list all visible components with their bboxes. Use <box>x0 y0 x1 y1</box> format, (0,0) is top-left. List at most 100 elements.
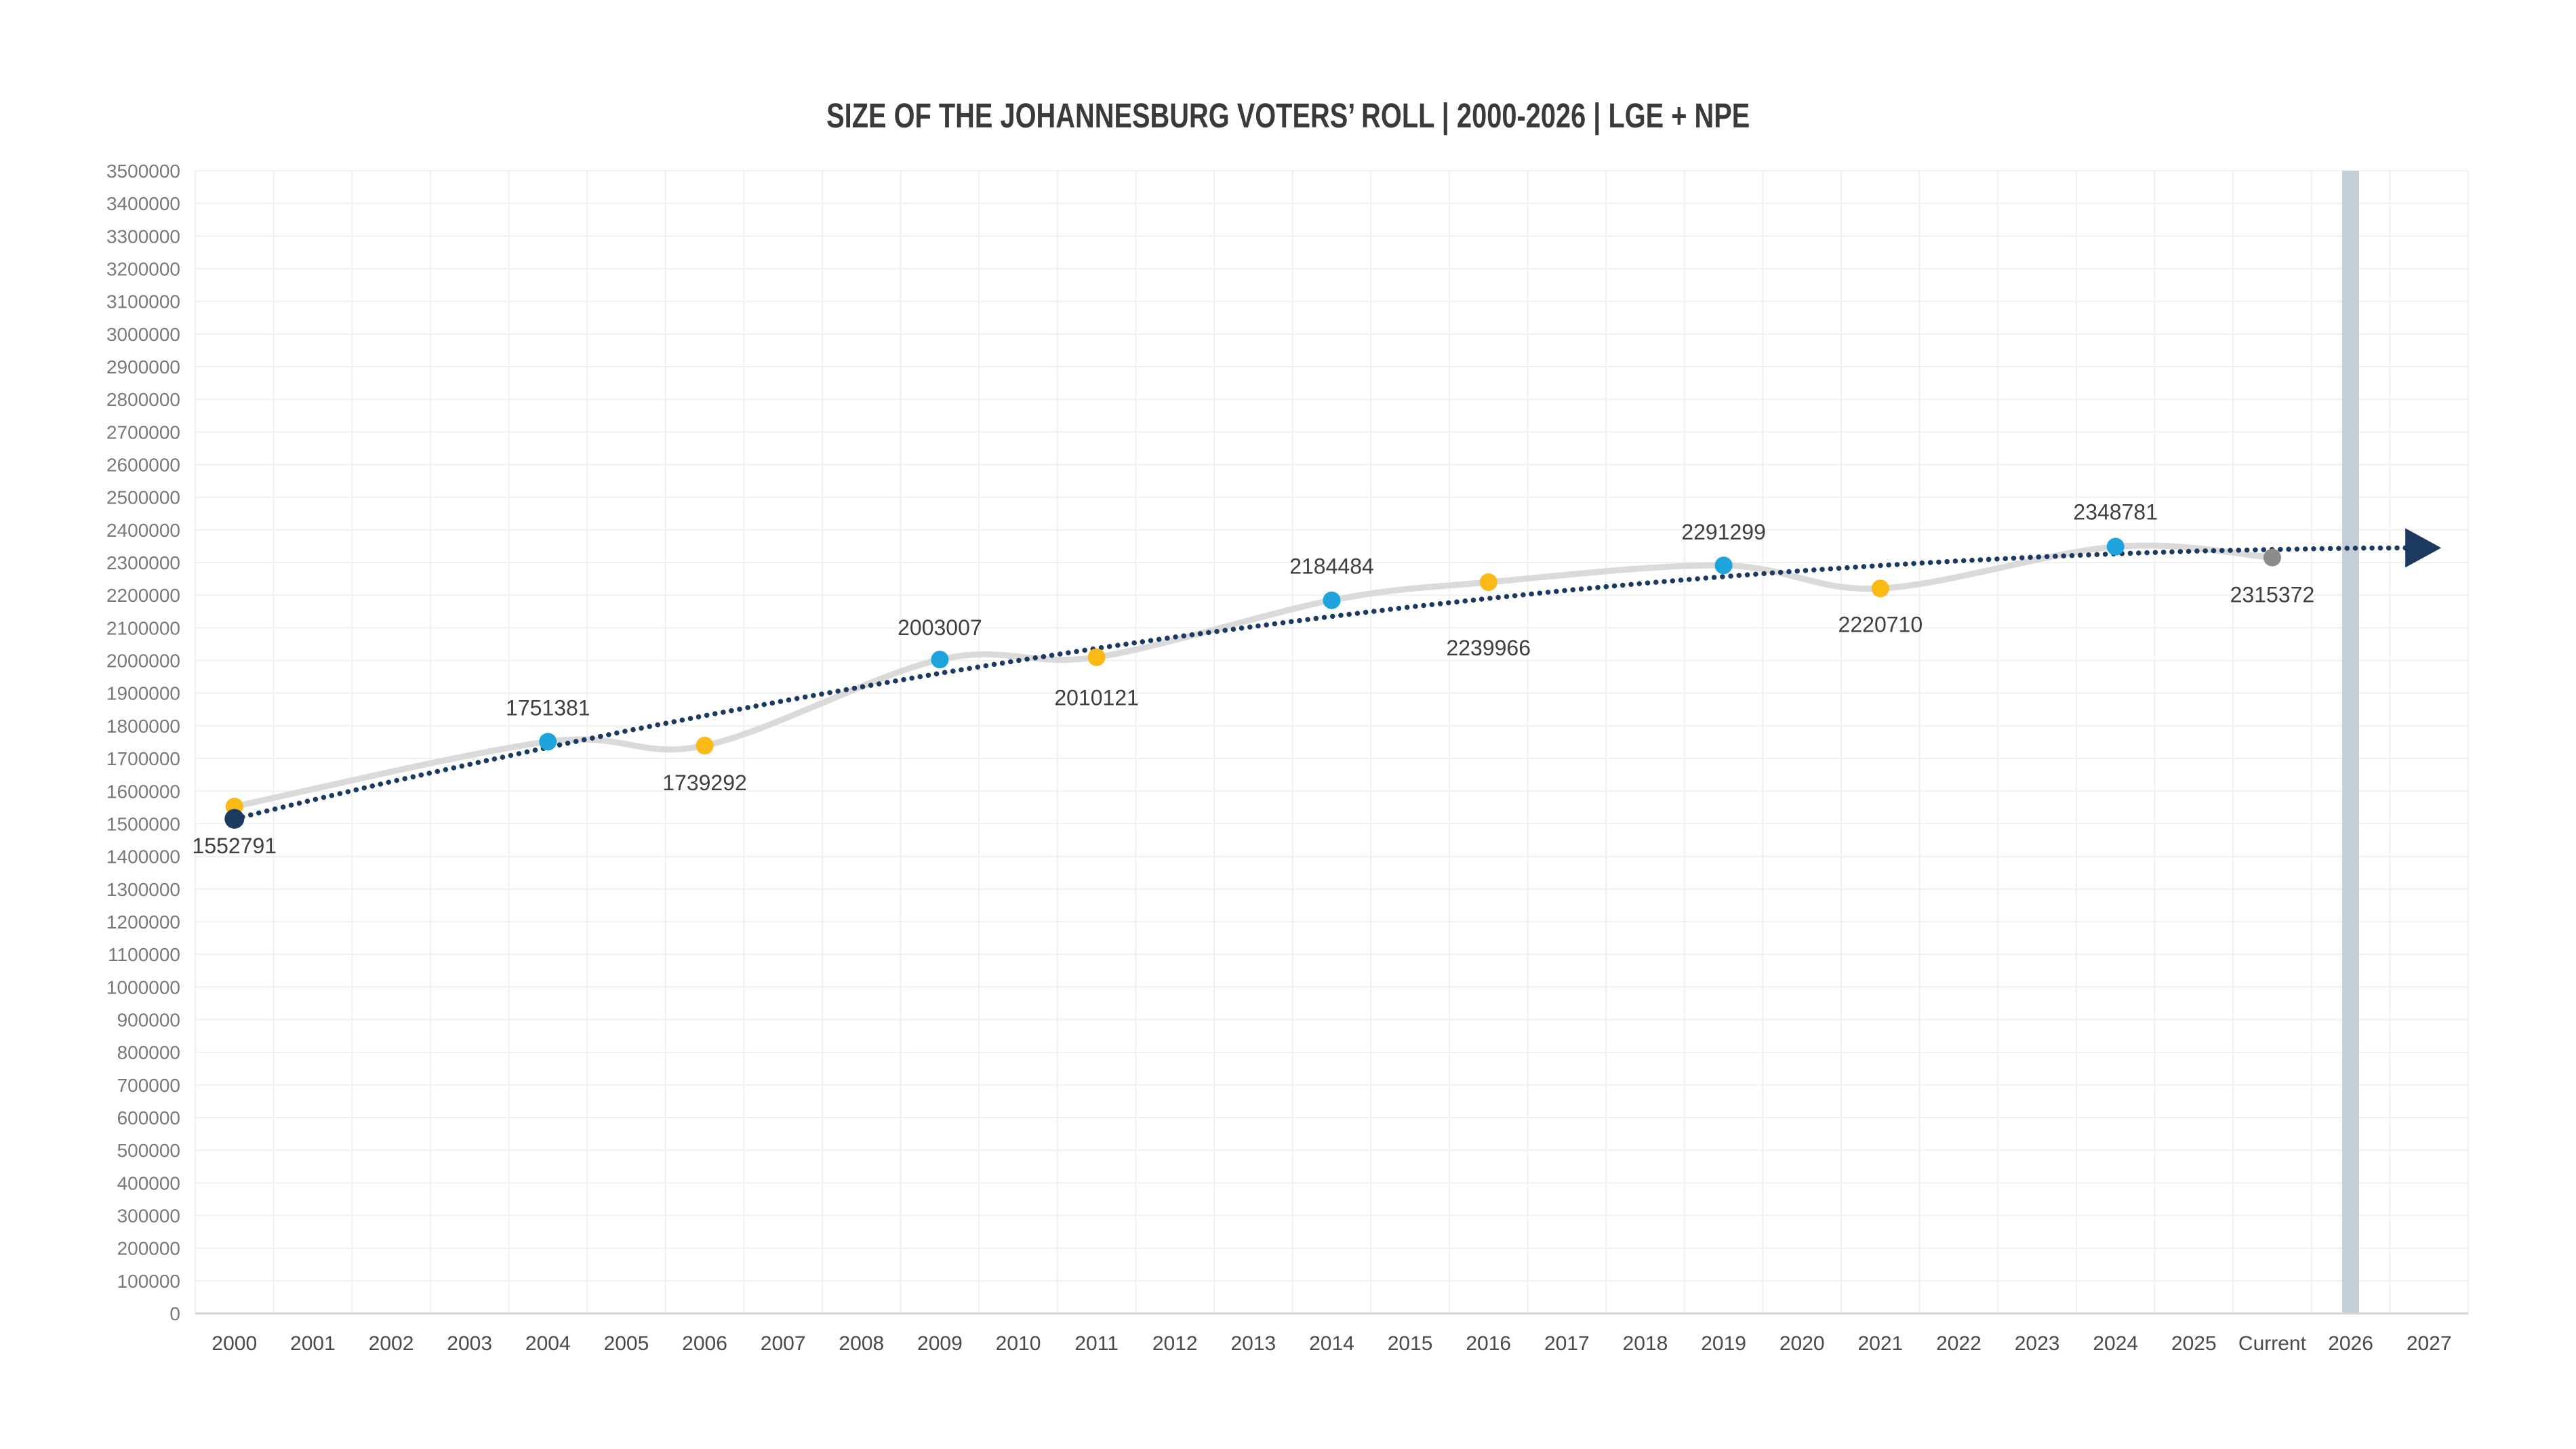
x-tick-label-2017: 2017 <box>1544 1332 1590 1355</box>
x-tick-label-2001: 2001 <box>290 1332 336 1355</box>
y-tick-label: 0 <box>169 1303 180 1324</box>
y-tick-label: 3100000 <box>106 291 180 312</box>
x-tick-label-2011: 2011 <box>1074 1332 1119 1355</box>
y-tick-label: 800000 <box>117 1042 180 1063</box>
x-tick-label-2022: 2022 <box>1936 1332 1981 1355</box>
trendline-dotted <box>232 545 2411 821</box>
x-tick-label-current: Current <box>2238 1332 2307 1355</box>
y-tick-label: 1800000 <box>106 716 180 737</box>
x-tick-label-2008: 2008 <box>839 1332 884 1355</box>
y-tick-label: 3200000 <box>106 259 180 280</box>
y-tick-label: 3000000 <box>106 324 180 345</box>
y-tick-label: 500000 <box>117 1140 180 1161</box>
data-label-2014: 2184484 <box>1289 554 1374 579</box>
data-label-2019: 2291299 <box>1681 520 1766 544</box>
vertical-gridlines <box>195 171 2469 1313</box>
data-point-2019 <box>1714 556 1733 575</box>
x-tick-label-2023: 2023 <box>2015 1332 2060 1355</box>
x-tick-label-2002: 2002 <box>369 1332 414 1355</box>
x-tick-label-2025: 2025 <box>2171 1332 2217 1355</box>
y-tick-label: 2500000 <box>106 487 180 508</box>
x-tick-label-2016: 2016 <box>1466 1332 1511 1355</box>
x-axis-labels: 2000 2001 2002 2003 2004 2005 2006 2007 2008 2009… <box>212 1332 2451 1355</box>
y-tick-label: 1600000 <box>106 781 180 802</box>
x-tick-label-2015: 2015 <box>1388 1332 1433 1355</box>
data-point-current <box>2263 548 2281 567</box>
x-tick-label-2013: 2013 <box>1231 1332 1276 1355</box>
y-tick-label: 1100000 <box>108 944 180 965</box>
y-tick-label: 900000 <box>117 1009 180 1030</box>
y-tick-label: 1000000 <box>106 977 180 998</box>
y-tick-label: 100000 <box>117 1271 180 1292</box>
x-tick-label-2019: 2019 <box>1701 1332 1746 1355</box>
x-tick-label-2007: 2007 <box>761 1332 806 1355</box>
y-tick-label: 1300000 <box>106 879 180 900</box>
data-labels: 1552791 1751381 1739292 2003007 2010121 21844… <box>193 500 2315 858</box>
page-title: SIZE OF THE JOHANNESBURG VOTERS’ ROLL | … <box>0 96 2576 136</box>
y-tick-label: 1700000 <box>106 748 180 769</box>
x-tick-label-2012: 2012 <box>1152 1332 1198 1355</box>
data-label-2000: 1552791 <box>193 834 277 858</box>
y-tick-label: 1500000 <box>106 813 180 834</box>
y-tick-label: 2100000 <box>106 617 180 638</box>
x-tick-label-2009: 2009 <box>917 1332 963 1355</box>
y-tick-label: 600000 <box>117 1107 180 1128</box>
y-tick-label: 3400000 <box>106 193 180 214</box>
y-tick-label: 1900000 <box>106 683 180 704</box>
y-tick-label: 2200000 <box>106 585 180 606</box>
data-label-2006: 1739292 <box>662 771 747 795</box>
x-tick-label-2003: 2003 <box>447 1332 492 1355</box>
data-label-2009: 2003007 <box>898 615 982 640</box>
x-tick-label-2021: 2021 <box>1857 1332 1903 1355</box>
data-label-2024: 2348781 <box>2073 500 2158 525</box>
x-tick-label-2000: 2000 <box>212 1332 257 1355</box>
x-tick-label-2018: 2018 <box>1623 1332 1668 1355</box>
y-tick-label: 3300000 <box>106 226 180 247</box>
chart-title-text: SIZE OF THE JOHANNESBURG VOTERS’ ROLL | … <box>826 96 1750 135</box>
y-tick-label: 200000 <box>117 1238 180 1259</box>
x-tick-label-2027: 2027 <box>2407 1332 2452 1355</box>
y-tick-label: 400000 <box>117 1172 180 1193</box>
data-label-2011: 2010121 <box>1054 686 1139 710</box>
y-tick-label: 2000000 <box>106 651 180 672</box>
y-tick-label: 2700000 <box>106 422 180 443</box>
data-point-2009 <box>931 651 949 669</box>
data-label-2016: 2239966 <box>1446 636 1531 660</box>
y-axis-labels: 0 100000 200000 300000 400000 500000 600000 700… <box>106 161 180 1324</box>
horizontal-gridlines <box>195 170 2468 1314</box>
data-point-2014 <box>1323 591 1341 609</box>
y-tick-label: 2900000 <box>106 356 180 377</box>
data-point-2021 <box>1871 579 1889 598</box>
series-connector-line <box>231 542 2276 810</box>
data-points <box>225 537 2281 815</box>
y-tick-label: 2400000 <box>106 520 180 541</box>
y-tick-label: 3500000 <box>106 161 180 182</box>
data-point-2004 <box>539 733 557 751</box>
y-tick-label: 2800000 <box>106 389 180 410</box>
y-tick-label: 700000 <box>117 1075 180 1096</box>
highlight-band-2026 <box>2342 171 2360 1313</box>
trendline-start-marker <box>224 809 245 829</box>
x-tick-label-2005: 2005 <box>604 1332 649 1355</box>
trendline-arrow-icon <box>2405 528 2442 568</box>
y-tick-label: 2300000 <box>106 552 180 573</box>
x-tick-label-2010: 2010 <box>996 1332 1041 1355</box>
data-label-2021: 2220710 <box>1838 612 1923 636</box>
y-tick-label: 1400000 <box>106 846 180 868</box>
x-tick-label-2024: 2024 <box>2093 1332 2138 1355</box>
x-tick-label-2026: 2026 <box>2328 1332 2373 1355</box>
y-tick-label: 300000 <box>117 1205 180 1226</box>
data-point-2011 <box>1087 648 1106 666</box>
x-tick-label-2020: 2020 <box>1779 1332 1825 1355</box>
x-tick-label-2014: 2014 <box>1309 1332 1354 1355</box>
data-label-current: 2315372 <box>2230 583 2315 607</box>
data-point-2024 <box>2106 537 2125 556</box>
x-tick-label-2006: 2006 <box>682 1332 727 1355</box>
data-label-2004: 1751381 <box>506 695 590 720</box>
y-tick-label: 2600000 <box>106 455 180 476</box>
data-point-2006 <box>696 737 714 755</box>
y-tick-label: 1200000 <box>106 912 180 933</box>
data-point-2016 <box>1479 573 1497 591</box>
